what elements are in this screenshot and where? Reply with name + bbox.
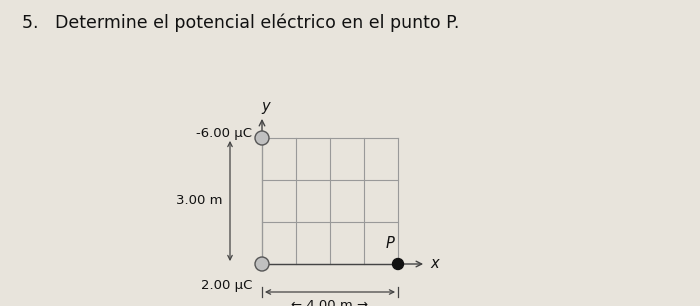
Circle shape — [255, 131, 269, 145]
Text: -6.00 μC: -6.00 μC — [196, 128, 252, 140]
Text: 5.   Determine el potencial eléctrico en el punto P.: 5. Determine el potencial eléctrico en e… — [22, 14, 459, 32]
Text: 3.00 m: 3.00 m — [176, 195, 222, 207]
Text: ← 4.00 m →: ← 4.00 m → — [291, 299, 369, 306]
Text: P: P — [386, 236, 394, 251]
Circle shape — [393, 259, 403, 270]
Text: x: x — [430, 256, 439, 271]
Text: y: y — [262, 99, 270, 114]
Circle shape — [255, 257, 269, 271]
Text: 2.00 μC: 2.00 μC — [201, 279, 252, 293]
